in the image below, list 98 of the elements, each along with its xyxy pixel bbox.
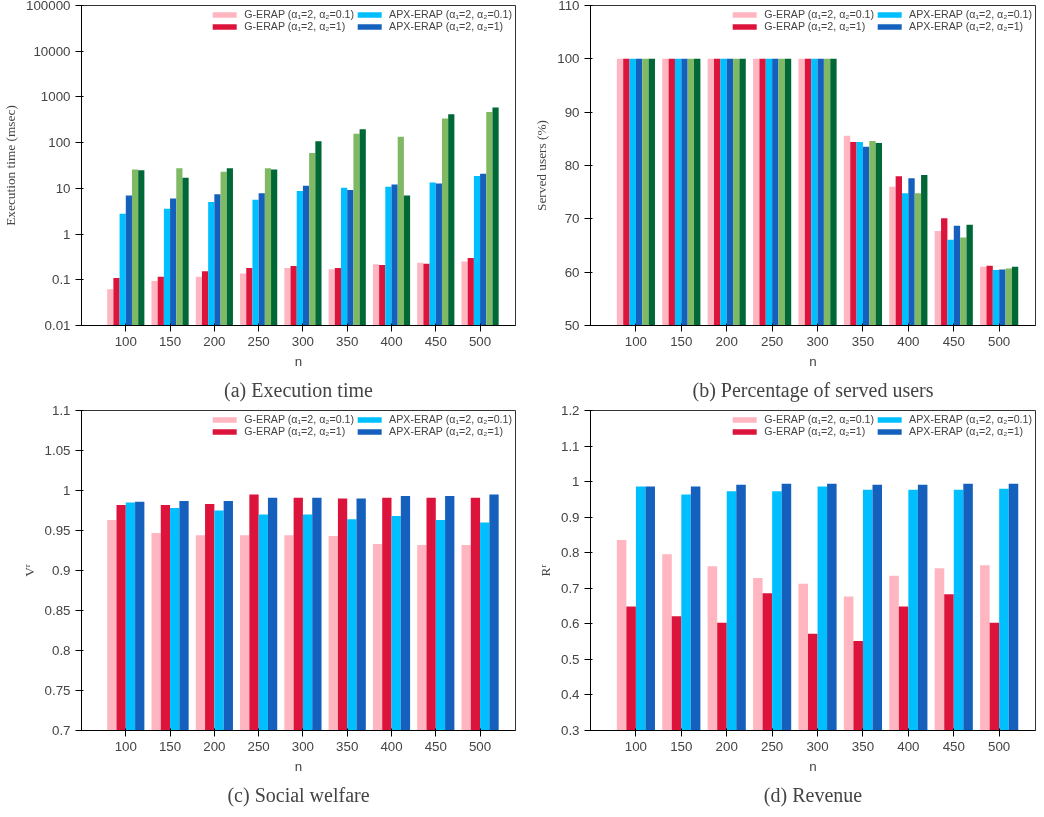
- y-tick-label: 0.75: [44, 683, 71, 698]
- y-tick-label: 0.9: [560, 509, 580, 525]
- legend-label: APX-ERAP (α₁=2, α₂=0.1): [909, 413, 1032, 425]
- x-tick-label: 100: [114, 333, 137, 349]
- y-tick-label: 1: [63, 483, 71, 498]
- legend-label: APX-ERAP (α₁=2, α₂=1): [389, 425, 504, 437]
- x-tick-label: 400: [897, 738, 920, 754]
- y-tick-label: 0.85: [44, 603, 71, 618]
- y-tick-label: 0.6: [560, 616, 580, 632]
- y-tick-label: 60: [564, 264, 580, 280]
- legend-label: G-ERAP (α₁=2, α₂=1): [764, 425, 866, 437]
- x-axis-title: n: [809, 758, 817, 774]
- x-tick-label: 250: [247, 738, 270, 754]
- x-tick-label: 200: [203, 333, 226, 349]
- x-axis-title: n: [294, 758, 303, 774]
- x-tick-label: 450: [424, 738, 447, 754]
- legend-label: G-ERAP (α₁=2, α₂=0.1): [764, 8, 875, 20]
- legend-label: G-ERAP (α₁=2, α₂=1): [244, 425, 346, 437]
- x-axis-title: n: [809, 353, 817, 369]
- y-tick-label: 70: [564, 211, 580, 227]
- y-tick-label: 1.05: [44, 443, 71, 458]
- y-tick-label: 0.7: [560, 580, 580, 596]
- legend-label: G-ERAP (α₁=2, α₂=0.1): [244, 413, 355, 425]
- text: (c) Social welfare: [227, 783, 370, 807]
- y-tick-label: 1.1: [51, 403, 71, 418]
- x-tick-label: 200: [715, 333, 738, 349]
- x-tick-label: 300: [291, 738, 315, 754]
- legend-label: APX-ERAP (α₁=2, α₂=1): [909, 20, 1024, 32]
- x-tick-label: 500: [468, 333, 492, 349]
- y-tick-label: 0.4: [560, 687, 581, 703]
- x-tick-label: 350: [336, 333, 359, 349]
- y-tick-label: 1: [572, 474, 580, 490]
- y-tick-label: 110: [558, 0, 580, 13]
- legend-label: APX-ERAP (α₁=2, α₂=1): [909, 425, 1024, 437]
- y-axis-title: Vʳ: [21, 564, 37, 577]
- y-tick-label: 0.95: [44, 523, 71, 538]
- x-tick-label: 200: [203, 738, 226, 754]
- x-tick-label: 300: [291, 333, 315, 349]
- x-tick-label: 150: [670, 333, 693, 349]
- y-tick-label: 0.5: [560, 651, 580, 667]
- y-axis-title: Served users (%): [534, 119, 550, 212]
- x-tick-label: 500: [988, 333, 1011, 349]
- x-tick-label: 150: [158, 333, 182, 349]
- x-tick-label: 100: [114, 738, 137, 754]
- x-tick-label: 450: [942, 333, 965, 349]
- text: (a) Execution time: [224, 378, 374, 402]
- legend-label: G-ERAP (α₁=2, α₂=0.1): [764, 413, 875, 425]
- x-tick-label: 100: [624, 333, 648, 349]
- y-tick-label: 0.7: [51, 723, 71, 738]
- y-tick-label: 1: [63, 226, 71, 242]
- x-tick-label: 250: [247, 333, 270, 349]
- y-tick-label: 0.3: [560, 723, 580, 738]
- y-tick-label: 1000: [40, 89, 71, 105]
- y-tick-label: 100: [557, 51, 580, 67]
- y-tick-label: 90: [564, 104, 580, 120]
- x-tick-label: 500: [468, 738, 492, 754]
- x-tick-label: 200: [715, 738, 738, 754]
- legend-label: APX-ERAP (α₁=2, α₂=0.1): [389, 413, 512, 425]
- x-tick-label: 250: [761, 738, 784, 754]
- y-tick-label: 10: [55, 180, 71, 196]
- y-tick-label: 80: [564, 158, 580, 173]
- y-tick-label: 0.8: [560, 545, 580, 561]
- x-axis-title: n: [294, 353, 303, 369]
- y-axis-title: Rʳ: [537, 564, 553, 577]
- x-tick-label: 300: [806, 738, 829, 754]
- text: (b) Percentage of served users: [692, 378, 934, 402]
- x-tick-label: 150: [158, 738, 182, 754]
- x-tick-label: 500: [988, 738, 1011, 754]
- x-tick-label: 400: [380, 333, 403, 349]
- x-tick-label: 450: [942, 738, 965, 754]
- x-tick-label: 100: [624, 738, 648, 754]
- legend-label: APX-ERAP (α₁=2, α₂=1): [389, 20, 504, 32]
- y-tick-label: 1.1: [560, 438, 580, 454]
- y-tick-label: 100: [48, 135, 71, 151]
- y-tick-label: 50: [564, 318, 580, 333]
- y-tick-label: 0.01: [44, 318, 71, 333]
- y-tick-label: 0.1: [51, 272, 71, 288]
- x-tick-label: 350: [336, 738, 359, 754]
- y-tick-label: 1.2: [560, 403, 580, 418]
- x-tick-label: 150: [670, 738, 693, 754]
- legend-label: APX-ERAP (α₁=2, α₂=0.1): [389, 8, 512, 20]
- x-tick-label: 350: [851, 333, 875, 349]
- x-tick-label: 400: [380, 738, 403, 754]
- y-tick-label: 0.9: [51, 563, 71, 578]
- x-tick-label: 400: [897, 333, 920, 349]
- legend-label: G-ERAP (α₁=2, α₂=0.1): [244, 8, 355, 20]
- text: (d) Revenue: [763, 783, 863, 807]
- x-tick-label: 250: [761, 333, 784, 349]
- x-tick-label: 300: [806, 333, 829, 349]
- y-tick-label: 0.8: [51, 643, 71, 658]
- y-tick-label: 100000: [26, 0, 71, 13]
- x-tick-label: 350: [851, 738, 875, 754]
- y-axis-title: Execution time (msec): [3, 105, 19, 226]
- legend-label: APX-ERAP (α₁=2, α₂=0.1): [909, 8, 1032, 20]
- x-tick-label: 450: [424, 333, 447, 349]
- legend-label: G-ERAP (α₁=2, α₂=1): [244, 20, 346, 32]
- y-tick-label: 10000: [33, 43, 71, 59]
- legend-label: G-ERAP (α₁=2, α₂=1): [764, 20, 866, 32]
